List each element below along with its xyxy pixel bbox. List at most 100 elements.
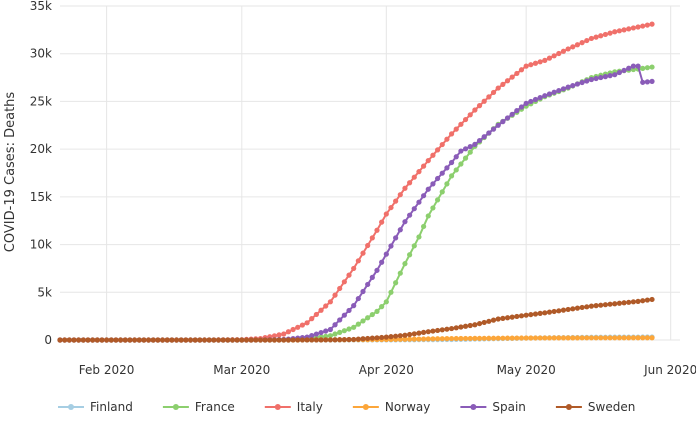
data-point — [616, 300, 623, 306]
data-point — [351, 324, 357, 330]
legend-item-spain[interactable]: Spain — [460, 400, 526, 414]
data-point — [579, 304, 585, 311]
data-point — [635, 335, 641, 341]
data-point — [346, 272, 352, 278]
data-point — [388, 243, 394, 249]
data-point — [472, 335, 478, 341]
data-point — [393, 333, 399, 339]
data-point — [411, 243, 417, 249]
data-point — [416, 234, 422, 240]
data-point — [621, 335, 627, 341]
data-point — [131, 337, 138, 343]
data-point — [155, 337, 161, 343]
data-point — [281, 331, 287, 337]
data-point — [504, 78, 511, 84]
data-point — [360, 318, 366, 324]
data-point — [560, 48, 567, 54]
data-point — [145, 337, 152, 343]
data-point — [192, 337, 198, 343]
data-point — [355, 295, 361, 302]
data-point — [551, 53, 557, 59]
grid — [60, 5, 680, 341]
legend-label: Sweden — [588, 400, 635, 414]
legend-label: Spain — [492, 400, 526, 414]
data-point — [556, 50, 562, 57]
data-point — [434, 327, 441, 334]
data-point — [337, 337, 343, 343]
data-point — [500, 81, 506, 88]
data-point — [304, 320, 310, 326]
legend-label: Italy — [297, 400, 323, 414]
data-point — [341, 328, 347, 334]
data-point — [379, 334, 385, 341]
y-tick-label: 30k — [30, 47, 52, 61]
data-point — [309, 333, 315, 339]
data-point — [644, 22, 650, 28]
data-point — [640, 79, 646, 85]
data-point — [416, 330, 422, 336]
data-point — [360, 250, 366, 256]
data-point — [416, 336, 422, 342]
data-point — [66, 337, 72, 343]
legend-item-italy[interactable]: Italy — [264, 400, 323, 414]
data-point — [425, 157, 431, 164]
data-point — [421, 329, 427, 335]
data-point — [402, 336, 408, 342]
data-point — [467, 322, 473, 329]
data-point — [607, 73, 613, 79]
data-point — [481, 335, 487, 341]
data-point — [504, 315, 511, 321]
data-point — [341, 336, 347, 343]
data-point — [621, 300, 627, 306]
data-point — [313, 311, 319, 318]
data-point — [514, 335, 520, 341]
legend-item-norway[interactable]: Norway — [352, 400, 431, 414]
data-point — [173, 337, 180, 343]
data-point — [518, 313, 525, 319]
data-point — [542, 310, 548, 316]
data-point — [640, 335, 646, 341]
legend-item-france[interactable]: France — [162, 400, 235, 414]
data-point — [532, 60, 539, 66]
data-point — [509, 111, 515, 117]
data-point — [257, 337, 264, 343]
legend-item-sweden[interactable]: Sweden — [555, 400, 635, 414]
data-point — [299, 337, 306, 343]
data-point — [598, 335, 604, 341]
data-point — [616, 28, 623, 34]
data-point — [341, 312, 347, 318]
legend-item-finland[interactable]: Finland — [58, 400, 133, 414]
data-point — [439, 327, 445, 333]
data-point — [397, 227, 403, 233]
data-point — [486, 130, 492, 136]
data-point — [444, 165, 450, 171]
series-spain — [57, 63, 655, 343]
data-point — [584, 335, 590, 341]
data-point — [234, 337, 240, 343]
data-point — [476, 320, 483, 327]
data-point — [495, 85, 501, 91]
data-point — [351, 303, 357, 309]
data-point — [514, 313, 520, 320]
data-point — [407, 336, 413, 342]
data-point — [476, 335, 483, 341]
data-point — [444, 136, 450, 142]
data-point — [439, 336, 445, 342]
data-point — [626, 335, 632, 341]
data-point — [304, 337, 310, 343]
x-tick-label: Jun 2020 — [643, 363, 696, 377]
data-point — [644, 297, 650, 303]
data-point — [430, 328, 436, 334]
data-point — [327, 333, 333, 339]
data-point — [90, 337, 96, 343]
data-point — [448, 335, 455, 342]
x-tick-label: May 2020 — [497, 363, 556, 377]
data-point — [346, 326, 352, 332]
data-point — [411, 174, 417, 180]
data-point — [612, 29, 618, 35]
data-point — [332, 292, 338, 298]
data-point — [500, 315, 506, 321]
data-point — [621, 67, 627, 74]
data-point — [626, 299, 632, 305]
